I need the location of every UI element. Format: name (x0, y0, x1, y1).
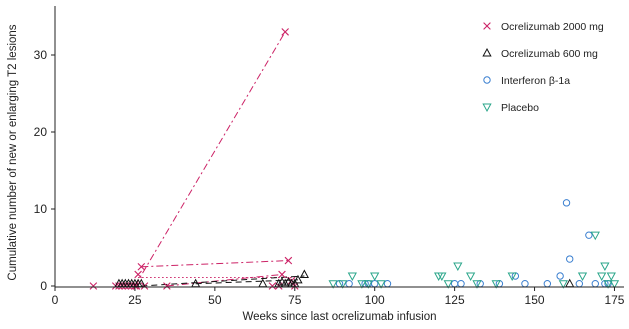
ifn-point (543, 279, 552, 288)
placebo-point (577, 272, 588, 282)
placebo-point (363, 280, 373, 289)
placebo-point (338, 280, 348, 289)
x-tick-label: 150 (525, 293, 545, 307)
ocr2000-point (278, 270, 286, 279)
y-tick-label: 10 (34, 202, 48, 216)
ocr600-point (293, 274, 303, 284)
legend-label-ocr2000: Ocrelizumab 2000 mg (501, 21, 604, 33)
ifn-point (371, 279, 379, 288)
placebo-point (357, 280, 367, 289)
ifn-point (521, 279, 529, 288)
placebo-point (609, 280, 620, 289)
placebo-point (347, 272, 357, 282)
y-ticks: 0 10 20 30 (34, 48, 55, 293)
placebo-point (597, 272, 607, 282)
legend-marker-ocr2000 (483, 22, 491, 30)
ifn-point (450, 279, 459, 288)
x-tick-label: 125 (445, 293, 465, 307)
x-tick-label: 0 (52, 293, 59, 307)
legend-label-ocr600: Ocrelizumab 600 mg (501, 48, 598, 60)
placebo-point (437, 272, 447, 282)
ifn-point (566, 255, 574, 263)
legend-marker-placebo (482, 103, 492, 113)
ocr2000-connector-line (134, 31, 286, 287)
placebo-point (465, 272, 476, 282)
ocr2000-point (134, 270, 142, 279)
x-axis-title: Weeks since last ocrelizumab infusion (242, 311, 436, 323)
ifn-point (575, 279, 584, 288)
placebo-point (453, 262, 463, 272)
x-tick-label: 50 (208, 293, 222, 307)
ocr2000-point (137, 262, 146, 271)
ocr600-connector-line (141, 275, 305, 287)
legend-label-ifn: Interferon β-1a (501, 75, 570, 87)
ocr2000-connector-line (166, 273, 283, 287)
legend-label-placebo: Placebo (501, 102, 539, 114)
x-tick-label: 175 (604, 293, 624, 307)
ifn-point (345, 279, 353, 288)
placebo-point (370, 272, 380, 282)
legend-marker-ifn (483, 76, 491, 84)
placebo-point (603, 280, 613, 289)
legend-marker-ocr600 (482, 47, 492, 57)
placebo-point (600, 262, 610, 272)
placebo-point (472, 280, 482, 289)
y-tick-label: 20 (34, 125, 48, 139)
y-axis-title: Cumulative number of new or enlarging T2… (7, 24, 19, 280)
placebo-point (507, 272, 517, 282)
ocr600-connector-line (195, 279, 298, 285)
data-points (89, 28, 620, 290)
placebo-point (376, 280, 386, 289)
placebo-point (328, 280, 338, 289)
x-tick-label: 25 (128, 293, 142, 307)
ifn-point (585, 231, 593, 239)
connector-lines (134, 31, 305, 287)
placebo-point (558, 280, 568, 289)
ocr600-point (299, 269, 310, 278)
y-tick-label: 0 (40, 279, 47, 293)
placebo-point (491, 280, 501, 289)
x-tick-label: 100 (365, 293, 385, 307)
ifn-point (457, 279, 465, 288)
ocr2000-point (163, 282, 171, 290)
y-tick-label: 30 (34, 48, 48, 62)
placebo-point (590, 231, 600, 241)
legend: Ocrelizumab 2000 mg Ocrelizumab 600 mg Int… (482, 21, 604, 114)
ocr2000-point (281, 28, 289, 36)
placebo-point (443, 280, 453, 289)
axes: 0 25 50 75 100 125 150 175 0 10 20 30 (34, 6, 625, 307)
ocr600-point (258, 278, 268, 288)
ocr2000-connector-line (141, 260, 289, 268)
x-tick-label: 75 (288, 293, 302, 307)
x-ticks: 0 25 50 75 100 125 150 175 (52, 287, 625, 307)
ocr2000-point (268, 282, 277, 290)
ifn-point (562, 199, 571, 207)
ocr2000-point (89, 282, 98, 290)
ifn-point (556, 272, 564, 280)
placebo-point (606, 272, 616, 282)
ifn-point (591, 279, 599, 288)
ocr2000-point (284, 256, 293, 265)
ifn-point (383, 279, 392, 288)
